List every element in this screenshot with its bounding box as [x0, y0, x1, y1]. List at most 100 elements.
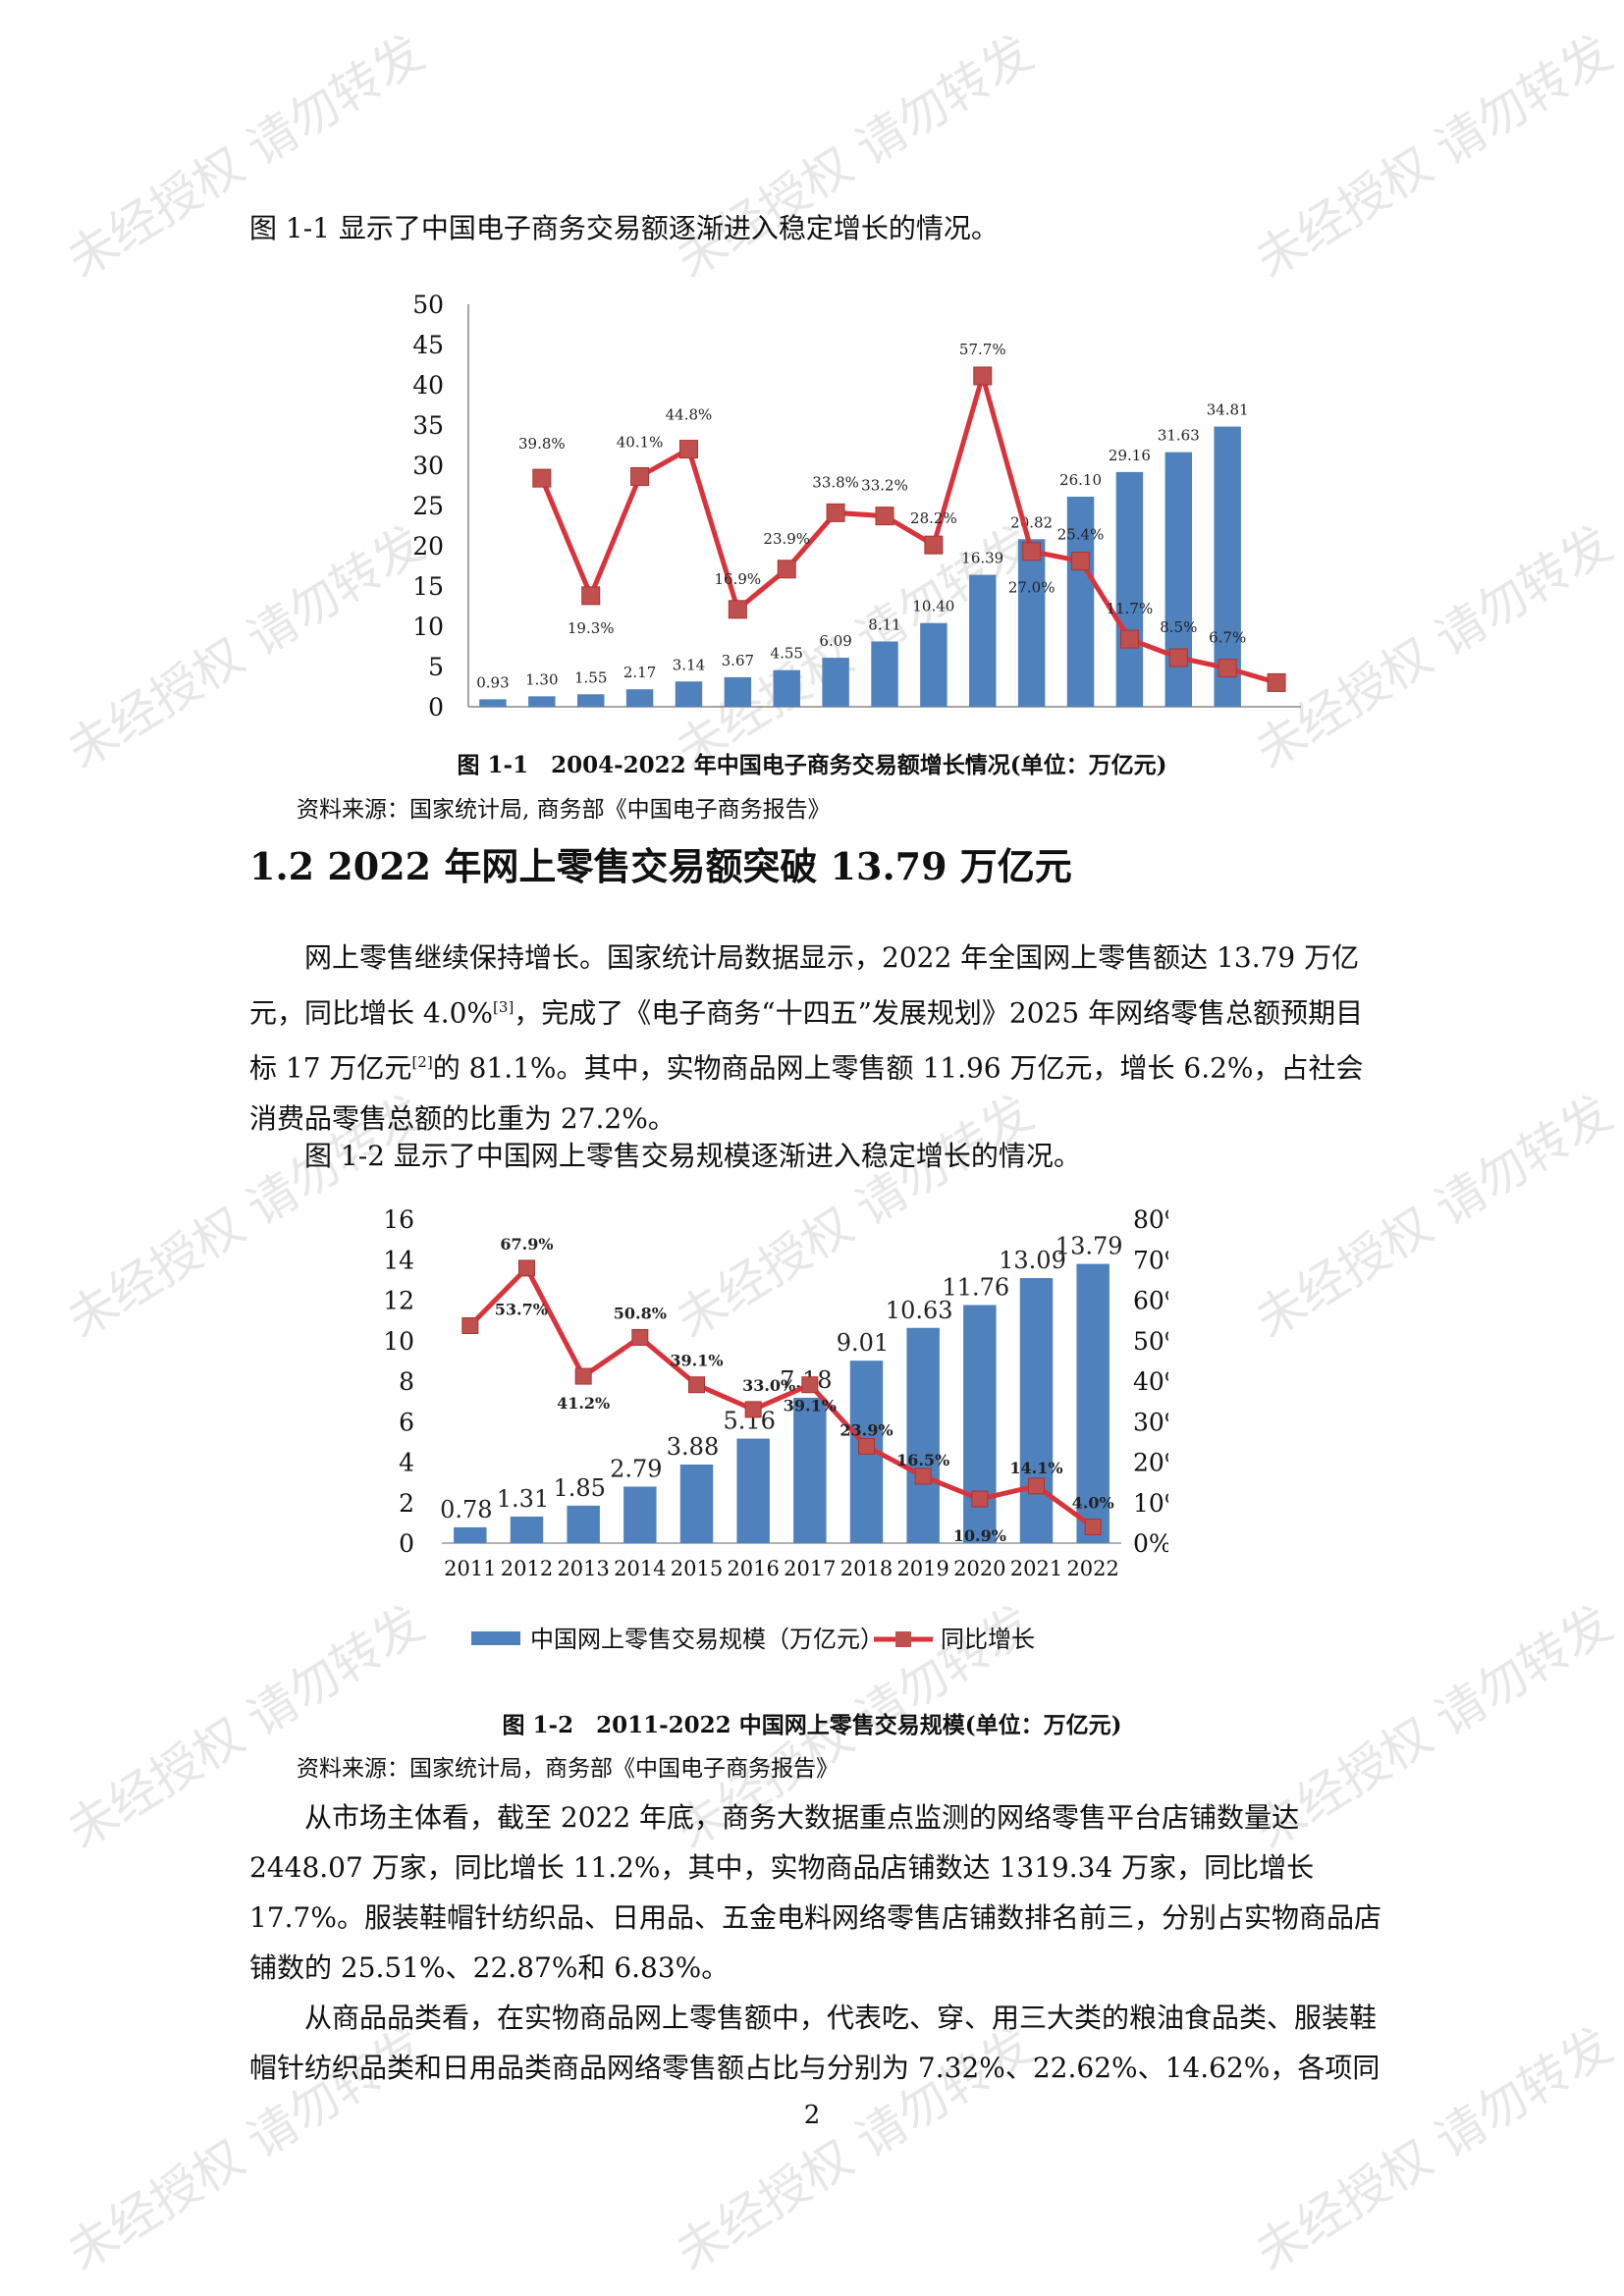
growth-marker: [744, 1401, 762, 1418]
bar: [1115, 471, 1144, 707]
x-tick-label: 2018: [840, 1557, 893, 1580]
legend-line-marker: [895, 1631, 911, 1647]
y-right-tick-label: 0%: [1133, 1529, 1168, 1558]
bar: [969, 574, 997, 707]
growth-marker: [1084, 1519, 1102, 1535]
y-left-tick-label: 0: [399, 1529, 414, 1558]
growth-marker: [1267, 672, 1286, 692]
para1-part2: ，完成了《电子商务“十四五”发展规划》2025 年网络零售总额预期目标 17 万…: [249, 996, 1364, 1085]
growth-data-label: 44.8%: [666, 406, 713, 424]
growth-marker: [532, 468, 552, 488]
x-tick-label: 2014: [614, 1557, 666, 1580]
bar-data-label: 10.40: [912, 598, 954, 615]
y-tick-label: 20: [412, 532, 444, 561]
y-right-tick-label: 30%: [1133, 1408, 1168, 1436]
growth-data-label: 25.4%: [1057, 526, 1105, 544]
growth-data-label: 16.5%: [896, 1451, 949, 1469]
y-right-tick-label: 10%: [1133, 1489, 1168, 1518]
x-tick-label: 2011: [444, 1557, 496, 1580]
growth-data-label: 23.9%: [839, 1420, 893, 1439]
bar-data-label: 13.79: [1056, 1233, 1123, 1260]
bar: [963, 1305, 997, 1543]
bar: [822, 658, 849, 707]
growth-marker: [1218, 659, 1237, 678]
growth-marker: [678, 440, 698, 459]
y-tick-label: 15: [412, 572, 444, 601]
y-right-tick-label: 50%: [1133, 1327, 1168, 1356]
y-tick-label: 25: [412, 492, 444, 520]
growth-marker: [826, 503, 845, 522]
bar: [736, 1438, 770, 1543]
growth-data-label: 33.0%: [742, 1376, 795, 1395]
growth-data-label: 14.1%: [1009, 1459, 1062, 1477]
chart2-caption: 图 1-2 2011-2022 中国网上零售交易规模(单位：万亿元): [502, 1712, 1122, 1738]
chart1-source: 资料来源：国家统计局, 商务部《中国电子商务报告》: [297, 797, 831, 823]
bar-data-label: 3.14: [673, 656, 705, 673]
y-tick-label: 45: [412, 331, 444, 359]
bar-data-label: 11.76: [942, 1273, 1009, 1301]
y-left-tick-label: 12: [383, 1287, 414, 1315]
bar-data-label: 10.63: [886, 1297, 953, 1324]
growth-marker: [631, 1328, 649, 1346]
growth-data-label: 57.7%: [959, 341, 1006, 358]
growth-data-label: 28.2%: [910, 509, 957, 527]
bar: [724, 676, 752, 707]
bar-data-label: 34.81: [1207, 401, 1249, 419]
bar-data-label: 0.93: [476, 673, 509, 691]
para1-part1: 网上零售继续保持增长。国家统计局数据显示，2022 年全国网上零售额达 13.7…: [249, 941, 1360, 1030]
page-number: 2: [803, 2101, 821, 2130]
growth-marker: [688, 1376, 705, 1394]
x-tick-label: 2022: [1066, 1557, 1118, 1580]
growth-marker: [574, 1367, 592, 1385]
growth-data-label: 19.3%: [568, 619, 615, 637]
y-tick-label: 40: [412, 371, 444, 400]
section-title: 1.2 2022 年网上零售交易额突破 13.79 万亿元: [249, 844, 1072, 888]
intro-paragraph-1: 图 1-1 显示了中国电子商务交易额逐渐进入稳定增长的情况。: [249, 212, 999, 244]
y-tick-label: 0: [428, 693, 444, 721]
bar-data-label: 31.63: [1158, 427, 1200, 445]
chart2-source: 资料来源：国家统计局，商务部《中国电子商务报告》: [297, 1756, 839, 1782]
legend-line-label: 同比增长: [941, 1626, 1035, 1653]
chart1-caption: 图 1-1 2004-2022 年中国电子商务交易额增长情况(单位：万亿元): [457, 752, 1167, 778]
x-tick-label: 2021: [1010, 1557, 1062, 1580]
growth-marker: [914, 1468, 932, 1485]
growth-marker: [973, 366, 993, 386]
bar: [679, 1464, 714, 1543]
bar-data-label: 1.55: [574, 668, 607, 686]
growth-data-label: 53.7%: [495, 1300, 548, 1318]
chart-online-retail: 0 2 4 6 8 10 12 14 16 0% 10% 20% 30% 40% 50% 60% 70% 80% 2…: [383, 1205, 1168, 1653]
bar: [576, 694, 605, 707]
x-tick-label: 2013: [557, 1557, 609, 1580]
bar: [454, 1526, 487, 1543]
bar-data-label: 3.88: [667, 1433, 719, 1461]
bar: [479, 699, 507, 707]
bar-data-label: 8.11: [868, 615, 900, 633]
bar: [871, 641, 898, 707]
y-tick-label: 10: [412, 613, 444, 641]
growth-line: [539, 366, 1277, 685]
y-tick-label: 35: [412, 411, 444, 440]
growth-marker: [1119, 629, 1139, 649]
bar-data-label: 6.09: [819, 632, 851, 650]
body-paragraph-1: 网上零售继续保持增长。国家统计局数据显示，2022 年全国网上零售额达 13.7…: [249, 933, 1388, 1144]
bar: [1017, 539, 1046, 707]
bar-data-label: 3.67: [722, 652, 754, 669]
growth-marker: [728, 600, 747, 619]
bar: [793, 1397, 827, 1543]
ref-2: [2]: [411, 1053, 433, 1072]
bar-data-label: 0.78: [440, 1496, 492, 1523]
x-tick-label: 2017: [784, 1557, 836, 1580]
bar-data-label: 2.79: [610, 1455, 662, 1482]
growth-data-label: 27.0%: [1008, 579, 1056, 597]
bar: [625, 689, 654, 707]
y-left-tick-label: 6: [399, 1408, 414, 1436]
bar-data-label: 1.85: [553, 1474, 605, 1502]
bar: [773, 669, 800, 707]
bar: [1076, 1263, 1110, 1543]
bar: [920, 622, 947, 707]
growth-data-label: 40.1%: [617, 433, 664, 451]
bar: [528, 696, 556, 707]
growth-marker: [461, 1316, 479, 1334]
legend-bar-swatch: [471, 1631, 520, 1645]
x-tick-label: 2019: [896, 1557, 948, 1580]
